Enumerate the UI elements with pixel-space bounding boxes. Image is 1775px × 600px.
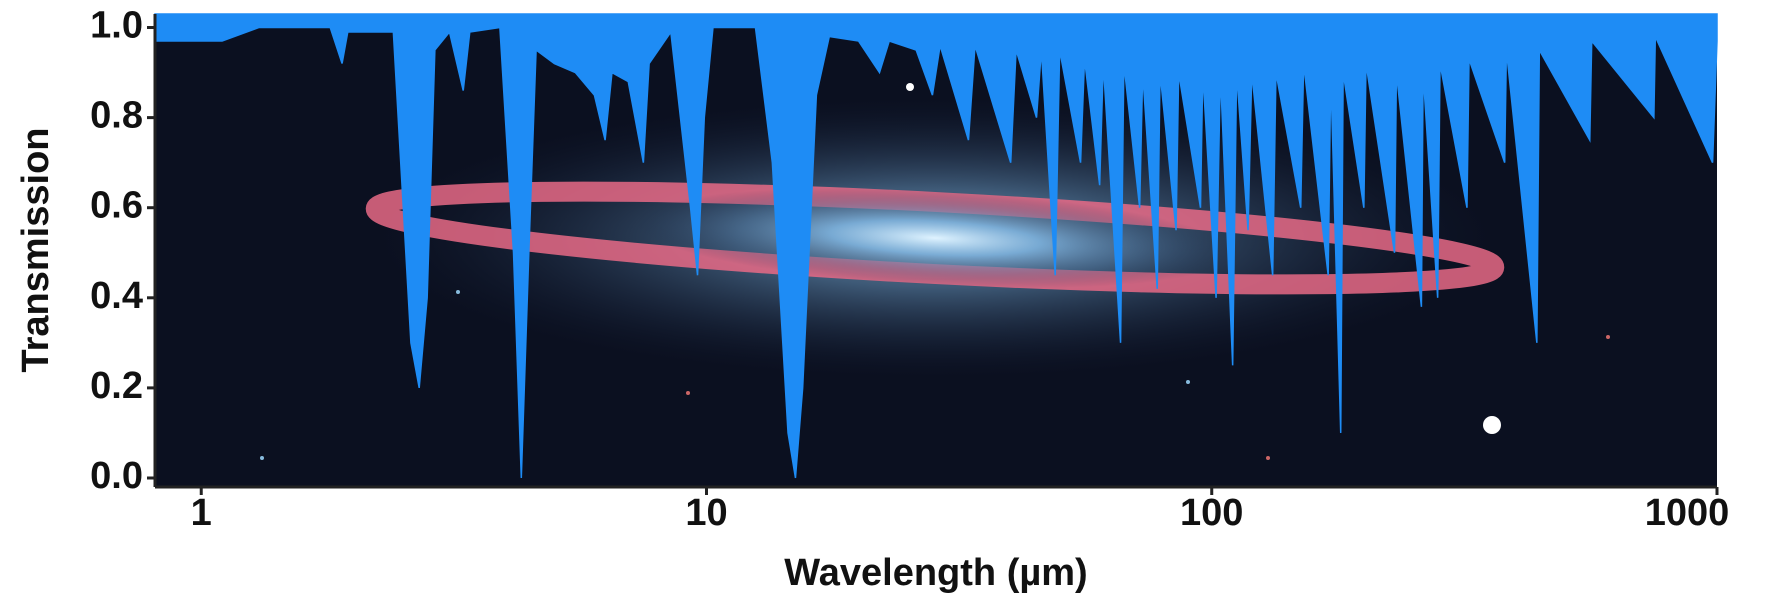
y-axis-label: Transmission — [15, 128, 57, 373]
y-tick-label: 0.8 — [90, 95, 143, 137]
y-tick-label: 0.6 — [90, 185, 143, 227]
y-tick-label: 0.2 — [90, 365, 143, 407]
x-tick-label: 1000 — [1645, 492, 1730, 534]
y-tick-label: 0.4 — [90, 275, 143, 317]
x-tick-label: 100 — [1180, 492, 1243, 534]
x-tick-label: 1 — [191, 492, 212, 534]
y-tick-label: 0.0 — [90, 455, 143, 497]
x-tick-label: 10 — [685, 492, 727, 534]
y-tick-label: 1.0 — [90, 5, 143, 47]
x-axis-label: Wavelength (µm) — [784, 552, 1087, 594]
absorption-area — [154, 13, 1718, 479]
